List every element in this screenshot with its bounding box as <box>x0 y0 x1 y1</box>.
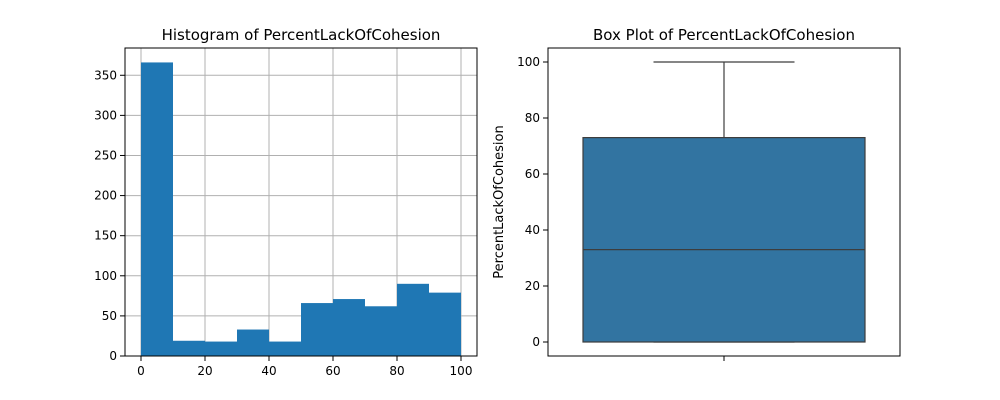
histogram-x-tick-label: 20 <box>197 364 212 378</box>
histogram-y-tick-label: 300 <box>94 108 117 122</box>
histogram-x-axis: 0 20 40 60 80 100 <box>137 356 472 378</box>
histogram-frame <box>124 47 478 357</box>
histogram-y-tick-label: 150 <box>94 229 117 243</box>
boxplot-box <box>582 137 866 343</box>
histogram-title: Histogram of PercentLackOfCohesion <box>162 26 441 44</box>
histogram-grid <box>125 48 477 357</box>
histogram-x-tick-label: 60 <box>325 364 340 378</box>
histogram-bar <box>205 341 237 356</box>
boxplot-y-tick-label: 20 <box>525 279 540 293</box>
histogram-bar <box>397 283 429 356</box>
boxplot-y-tick-label: 0 <box>532 335 540 349</box>
histogram-bar <box>301 303 333 356</box>
histogram-x-tick-label: 0 <box>137 364 145 378</box>
boxplot-frame <box>547 47 901 357</box>
histogram-bar <box>333 299 365 356</box>
boxplot-panel: Box Plot of PercentLackOfCohesion Percen… <box>492 26 901 361</box>
histogram-bar <box>365 306 397 356</box>
histogram-bar <box>269 341 301 356</box>
histogram-bar <box>141 62 173 356</box>
boxplot-y-axis: 0 20 40 60 80 100 <box>517 55 548 349</box>
histogram-y-tick-label: 250 <box>94 148 117 162</box>
histogram-y-tick-label: 350 <box>94 68 117 82</box>
histogram-bar <box>429 292 461 356</box>
histogram-y-tick-label: 0 <box>109 349 117 363</box>
histogram-y-axis: 0 50 100 150 200 250 300 350 <box>94 68 125 363</box>
histogram-x-tick-label: 100 <box>450 364 473 378</box>
boxplot-y-axis-label: PercentLackOfCohesion <box>492 125 507 278</box>
boxplot-title: Box Plot of PercentLackOfCohesion <box>593 26 855 44</box>
histogram-bar <box>237 329 269 356</box>
histogram-y-tick-label: 100 <box>94 269 117 283</box>
histogram-panel: Histogram of PercentLackOfCohesion 0 20 40… <box>94 26 478 378</box>
boxplot-y-tick-label: 40 <box>525 223 540 237</box>
histogram-bars <box>141 62 461 356</box>
histogram-x-tick-label: 80 <box>389 364 404 378</box>
histogram-bar <box>173 340 205 356</box>
boxplot-y-tick-label: 80 <box>525 111 540 125</box>
histogram-y-tick-label: 50 <box>102 309 117 323</box>
boxplot-y-tick-label: 60 <box>525 167 540 181</box>
boxplot-y-tick-label: 100 <box>517 55 540 69</box>
boxplot-body <box>582 61 866 343</box>
histogram-x-tick-label: 40 <box>261 364 276 378</box>
histogram-y-tick-label: 200 <box>94 189 117 203</box>
